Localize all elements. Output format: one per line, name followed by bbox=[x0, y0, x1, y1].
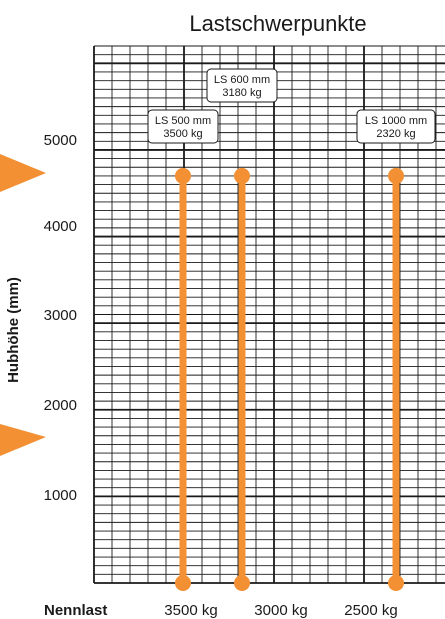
y-tick-label: 4000 bbox=[44, 218, 77, 235]
series-bottom-point bbox=[234, 575, 250, 591]
x-tick-label: 3500 kg bbox=[164, 602, 217, 619]
series-2: LS 1000 mm 2320 kg bbox=[356, 109, 436, 591]
annotation-box bbox=[356, 109, 436, 144]
y-tick-label: 5000 bbox=[44, 132, 77, 149]
series-bottom-point bbox=[175, 575, 191, 591]
annotation-load-center: LS 1000 mm bbox=[365, 115, 427, 127]
x-axis-label: Nennlast bbox=[44, 602, 107, 619]
y-tick-labels: 1000 2000 3000 4000 5000 bbox=[44, 132, 77, 504]
annotation-box bbox=[206, 68, 278, 103]
x-tick-label: 3000 kg bbox=[254, 602, 307, 619]
y-tick-label: 2000 bbox=[44, 397, 77, 414]
side-marker-upper bbox=[0, 154, 46, 192]
chart-title: Lastschwerpunkte bbox=[189, 11, 366, 36]
y-tick-label: 1000 bbox=[44, 487, 77, 504]
side-marker-lower bbox=[0, 424, 46, 456]
annotation-load-center: LS 500 mm bbox=[155, 115, 211, 127]
series-1: LS 600 mm 3180 kg bbox=[206, 68, 278, 591]
series-0: LS 500 mm 3500 kg bbox=[147, 109, 219, 591]
x-tick-labels: 3500 kg 3000 kg 2500 kg bbox=[164, 602, 397, 619]
annotation-load-center: LS 600 mm bbox=[214, 74, 270, 86]
annotation-capacity: 2320 kg bbox=[376, 128, 415, 140]
annotation-box bbox=[147, 109, 219, 144]
series-top-point bbox=[175, 167, 191, 184]
series-bottom-point bbox=[388, 575, 404, 591]
series-top-point bbox=[388, 167, 404, 184]
annotation-capacity: 3500 kg bbox=[163, 128, 202, 140]
annotation-capacity: 3180 kg bbox=[222, 87, 261, 99]
y-axis-label: Hubhöhe (mm) bbox=[5, 277, 22, 383]
series-top-point bbox=[234, 167, 250, 184]
y-tick-label: 3000 bbox=[44, 307, 77, 324]
x-tick-label: 2500 kg bbox=[344, 602, 397, 619]
